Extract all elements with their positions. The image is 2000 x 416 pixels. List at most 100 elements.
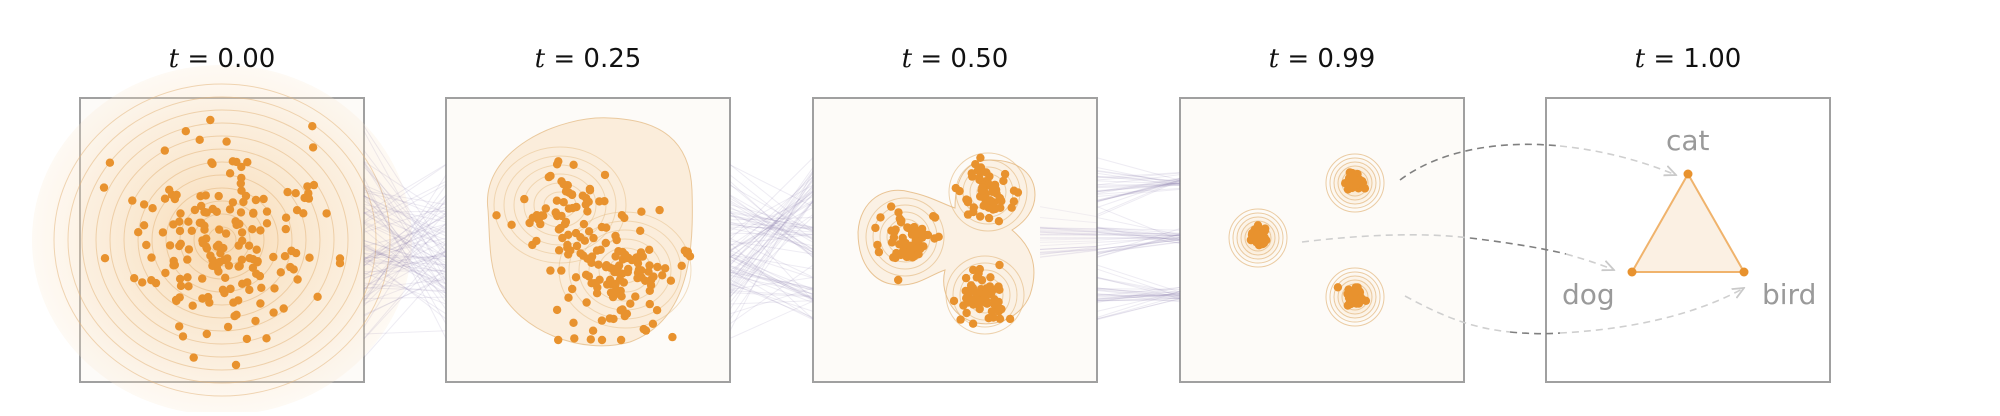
particle-t025 [581, 237, 589, 245]
particle-t0 [226, 169, 234, 177]
particle-t025 [639, 252, 647, 260]
particle-t050 [976, 212, 984, 220]
particle-t050 [971, 160, 979, 168]
particle-t025 [686, 252, 694, 260]
particle-t025 [553, 306, 561, 314]
particle-t050 [875, 248, 883, 256]
particle-t0 [249, 209, 257, 217]
particle-t0 [148, 204, 156, 212]
particle-t025 [588, 252, 596, 260]
particle-t025 [596, 246, 604, 254]
label-bird: bird [1762, 278, 1816, 311]
particle-t0 [253, 246, 261, 254]
particle-t025 [649, 320, 657, 328]
particle-t0 [293, 206, 301, 214]
particle-t0 [219, 286, 227, 294]
particle-t025 [572, 273, 580, 281]
particle-t050 [964, 198, 972, 206]
particle-t0 [237, 174, 245, 182]
particle-t0 [100, 183, 108, 191]
particle-t0 [283, 188, 291, 196]
particle-t0 [280, 304, 288, 312]
particle-t050 [899, 237, 907, 245]
particle-t025 [618, 305, 626, 313]
particle-t0 [270, 284, 278, 292]
particle-t025 [546, 172, 554, 180]
particle-t050 [950, 297, 958, 305]
particle-t025 [653, 263, 661, 271]
particle-t0 [203, 330, 211, 338]
particle-t025 [631, 292, 639, 300]
particle-t0 [224, 323, 232, 331]
particle-t025 [642, 326, 650, 334]
particle-t025 [555, 225, 563, 233]
particle-t050 [887, 202, 895, 210]
flow-line [730, 188, 813, 291]
vertex-dog [1628, 268, 1637, 277]
particle-t0 [200, 208, 208, 216]
particle-t0 [206, 116, 214, 124]
panel-4-t-value: = 1.00 [1653, 44, 1741, 74]
particle-t025 [645, 261, 653, 269]
particle-t099 [1352, 176, 1360, 184]
particle-t0 [243, 335, 251, 343]
particle-t0 [282, 225, 290, 233]
particle-t050 [962, 287, 970, 295]
particle-t025 [589, 327, 597, 335]
particle-t0 [161, 146, 169, 154]
particle-t025 [569, 161, 577, 169]
particle-t0 [303, 182, 311, 190]
particle-t0 [230, 312, 238, 320]
particle-t0 [257, 284, 265, 292]
particle-t0 [172, 296, 180, 304]
panel-3-title: t = 0.99 [1180, 44, 1464, 80]
particle-t0 [183, 255, 191, 263]
particle-t0 [286, 263, 294, 271]
particle-t025 [598, 316, 606, 324]
panel-3-t-var: t [1269, 44, 1279, 74]
particle-t050 [996, 194, 1004, 202]
particle-t050 [906, 246, 914, 254]
particle-t0 [282, 214, 290, 222]
particle-t025 [606, 264, 614, 272]
particle-t050 [985, 214, 993, 222]
particle-t0 [189, 302, 197, 310]
particle-t0 [198, 274, 206, 282]
particle-t025 [646, 287, 654, 295]
particle-t0 [262, 334, 270, 342]
particle-t025 [520, 195, 528, 203]
particle-t0 [208, 256, 216, 264]
particle-t0 [226, 205, 234, 213]
particle-t0 [309, 143, 317, 151]
particle-t0 [313, 293, 321, 301]
particle-t099 [1254, 230, 1262, 238]
particle-t025 [583, 207, 591, 215]
particle-t025 [646, 300, 654, 308]
particle-t050 [995, 261, 1003, 269]
particle-t025 [602, 239, 610, 247]
particle-t0 [166, 241, 174, 249]
particle-t050 [969, 320, 977, 328]
particle-t0 [172, 191, 180, 199]
particle-t025 [557, 266, 565, 274]
particle-t0 [236, 262, 244, 270]
particle-t0 [134, 228, 142, 236]
particle-t0 [190, 353, 198, 361]
particle-t050 [904, 224, 912, 232]
particle-t025 [569, 319, 577, 327]
particle-t0 [263, 207, 271, 215]
particle-t050 [890, 228, 898, 236]
particle-t0 [245, 286, 253, 294]
particle-t050 [978, 186, 986, 194]
particle-t025 [576, 249, 584, 257]
particle-t0 [176, 209, 184, 217]
particle-t0 [171, 261, 179, 269]
particle-t025 [564, 231, 572, 239]
panel-3-t-value: = 0.99 [1287, 44, 1375, 74]
particle-t050 [894, 276, 902, 284]
particle-t050 [964, 210, 972, 218]
particle-t025 [579, 192, 587, 200]
panel-1-title: t = 0.25 [446, 44, 730, 80]
particle-t025 [562, 218, 570, 226]
